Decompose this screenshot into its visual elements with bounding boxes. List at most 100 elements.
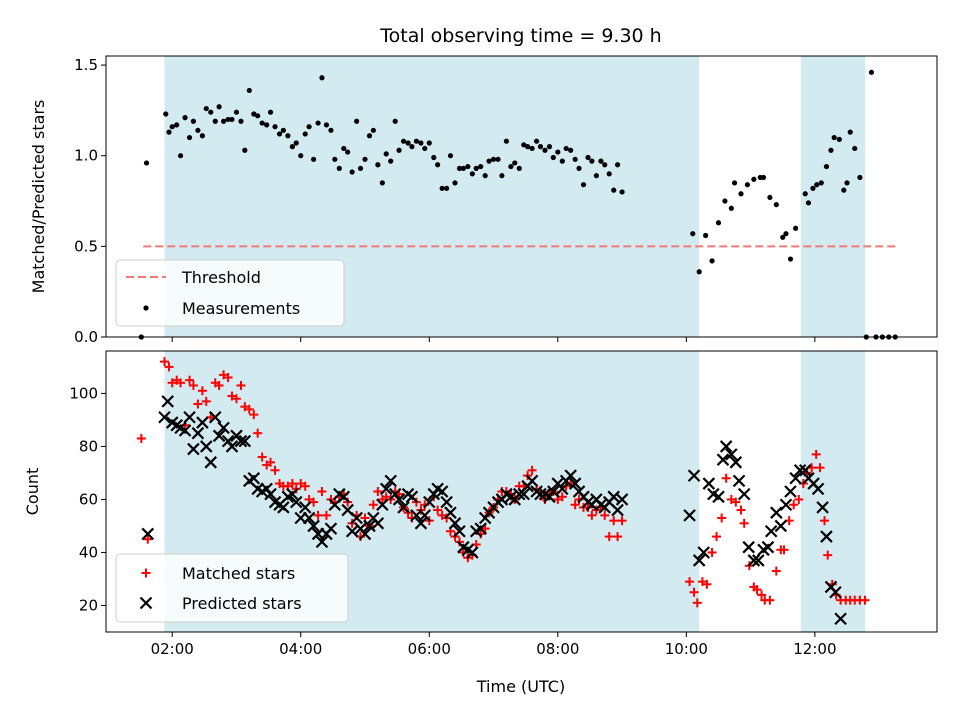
measurement-point	[169, 124, 175, 130]
ratio-x-ticks	[171, 337, 816, 342]
predicted-point	[820, 530, 833, 543]
measurement-point	[177, 153, 184, 159]
measurement-point	[186, 134, 193, 141]
predicted-point	[556, 482, 569, 496]
matched-point	[707, 547, 717, 557]
cross-stroke-b	[289, 495, 303, 509]
measurement-point	[190, 118, 197, 124]
measurement-point	[345, 149, 351, 155]
measurement-point	[805, 200, 812, 206]
predicted-point	[376, 498, 389, 512]
cross-stroke-b	[764, 524, 778, 538]
cross-stroke-b	[611, 503, 624, 517]
measurement-point	[302, 131, 308, 137]
count-panel-frame	[105, 350, 938, 633]
matched-point	[609, 516, 619, 526]
cross-stroke-b	[435, 485, 449, 498]
predicted-point	[829, 585, 842, 599]
predicted-point	[183, 410, 196, 424]
cross-stroke-b	[418, 509, 432, 522]
predicted-point	[789, 471, 802, 485]
measurement-point	[614, 162, 621, 168]
measurement-point	[836, 136, 842, 142]
cross-stroke-b	[371, 517, 385, 530]
cross-stroke-b	[376, 498, 389, 512]
predicted-point	[414, 517, 428, 530]
measurement-point	[602, 162, 608, 168]
cross-stroke-b	[564, 469, 577, 482]
predicted-point	[264, 487, 277, 501]
cross-stroke-b	[174, 421, 187, 435]
matched-point	[197, 386, 207, 396]
predicted-point	[187, 442, 200, 456]
predicted-point	[286, 487, 299, 501]
measurement-point	[780, 234, 786, 240]
predicted-point	[307, 519, 320, 533]
measurement-point	[460, 165, 466, 171]
measurement-point	[728, 205, 734, 211]
matched-point	[317, 487, 327, 496]
predicted-point	[191, 426, 205, 440]
measurement-point	[696, 269, 702, 275]
predicted-point	[397, 501, 410, 514]
cross-stroke-b	[702, 477, 716, 490]
measurement-point	[242, 147, 248, 153]
matched-point	[604, 532, 614, 542]
measurement-point	[589, 158, 595, 164]
measurement-point	[370, 127, 376, 133]
predicted-point	[692, 554, 706, 567]
measurement-point	[447, 153, 454, 159]
predicted-point	[716, 453, 730, 466]
cross-stroke-b	[747, 554, 761, 567]
cross-stroke-b	[453, 524, 466, 538]
matched-point	[820, 516, 830, 526]
cross-stroke-b	[568, 477, 582, 490]
matched-point	[164, 362, 174, 372]
measurement-point	[828, 147, 834, 153]
predicted-point	[798, 464, 812, 477]
matched-point	[587, 510, 597, 520]
matched-point	[692, 598, 702, 608]
predicted-point	[607, 490, 621, 504]
predicted-point	[737, 487, 751, 501]
cross-stroke-b	[212, 429, 226, 443]
measurement-point	[405, 140, 411, 146]
predicted-point	[392, 493, 406, 506]
measurement-point	[744, 182, 751, 188]
cross-stroke-b	[363, 519, 376, 533]
predicted-point	[161, 395, 174, 408]
cross-stroke-b	[341, 503, 354, 517]
cross-stroke-b	[834, 612, 847, 626]
measurement-point	[469, 171, 475, 177]
measurement-point	[787, 256, 794, 262]
measurement-point	[550, 154, 556, 161]
cross-stroke-b	[397, 501, 410, 514]
measurement-point	[703, 232, 709, 239]
predicted-point	[683, 509, 696, 522]
cross-stroke-b	[444, 506, 457, 519]
measurement-point	[383, 151, 389, 157]
cross-stroke-b	[225, 440, 239, 453]
matched-point	[159, 357, 169, 367]
ratio-y-ticks: 0.0 0.5 1.0 1.5	[74, 56, 106, 346]
measurement-point	[163, 111, 169, 117]
ratio-panel: 0.0 0.5 1.0 1.5 Matched/Predicted stars Thr…	[29, 55, 938, 346]
matched-point	[368, 500, 378, 510]
cross-stroke-b	[737, 487, 751, 501]
cross-stroke-b	[251, 482, 264, 496]
cross-stroke-b	[732, 474, 746, 488]
measurement-point	[293, 140, 299, 146]
measurement-point	[413, 138, 420, 144]
cross-stroke-b	[820, 530, 833, 543]
predicted-point	[834, 612, 847, 626]
matched-point	[300, 481, 310, 491]
predicted-point	[384, 474, 397, 488]
cross-stroke-b	[525, 474, 539, 488]
measurement-point	[823, 163, 830, 170]
predicted-point	[466, 546, 479, 559]
predicted-point	[225, 440, 239, 453]
measurement-point	[516, 165, 522, 171]
predicted-point	[752, 554, 765, 567]
predicted-point	[289, 495, 303, 509]
predicted-point	[158, 410, 171, 424]
